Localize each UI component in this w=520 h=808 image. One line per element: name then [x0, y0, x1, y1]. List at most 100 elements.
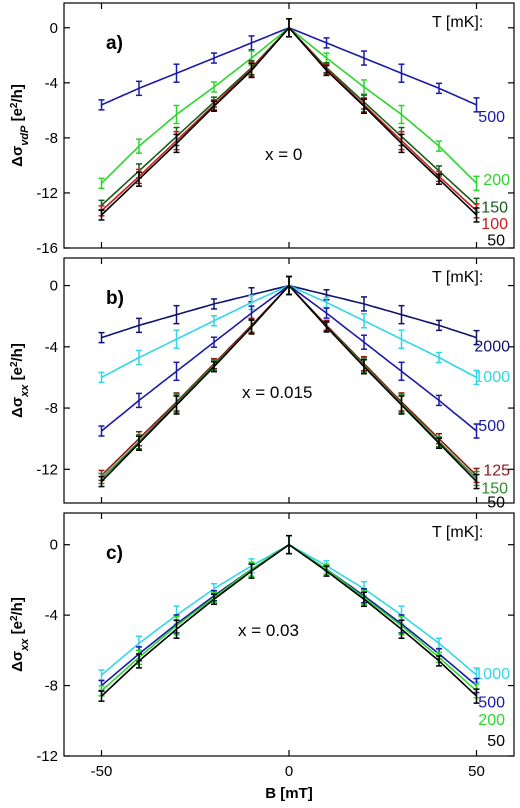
y-tick-label: 0: [50, 20, 58, 37]
data-point: [286, 275, 292, 296]
plot-frame: [63, 2, 515, 249]
data-point: [398, 104, 405, 125]
data-point: [361, 98, 367, 114]
data-point: [211, 298, 217, 310]
y-tick-label: -12: [36, 461, 58, 478]
data-point: [173, 104, 180, 125]
y-tick-label: -8: [45, 678, 58, 695]
fit-curve: [100, 543, 478, 692]
data-point: [473, 207, 480, 223]
series-50: [98, 275, 480, 490]
data-point: [436, 140, 442, 152]
y-tick-label: -4: [45, 607, 58, 624]
composition-annotation: x = 0.03: [238, 621, 299, 640]
series-label-150: 150: [481, 481, 508, 498]
data-point: [398, 619, 405, 639]
data-point: [136, 392, 142, 409]
y-tick-label: -4: [45, 339, 58, 356]
legend-title: T [mK]:: [432, 14, 483, 31]
data-point: [136, 317, 142, 334]
data-point: [436, 637, 442, 650]
data-point: [136, 138, 142, 154]
data-point: [136, 653, 142, 669]
data-point: [98, 209, 105, 221]
data-point: [323, 321, 330, 333]
data-point: [98, 425, 105, 437]
data-point: [436, 351, 442, 364]
data-point: [98, 371, 105, 384]
data-point: [136, 349, 142, 366]
data-point: [361, 296, 367, 312]
series-label-50: 50: [487, 233, 505, 250]
x-tick-label: -50: [91, 763, 113, 780]
legend-title: T [mK]:: [432, 269, 483, 286]
panel-label: c): [106, 543, 123, 564]
data-point: [323, 64, 330, 77]
data-point: [136, 435, 142, 452]
data-point: [98, 99, 105, 111]
data-point: [436, 655, 442, 667]
y-tick-label: -4: [45, 75, 58, 92]
y-tick-label: -12: [36, 748, 58, 765]
data-point: [173, 329, 180, 349]
data-point: [398, 329, 405, 349]
data-point: [211, 336, 217, 348]
data-point: [361, 79, 367, 95]
series-label-2000: 2000: [474, 338, 510, 355]
data-point: [398, 304, 405, 325]
data-point: [361, 591, 367, 608]
series-label-1000: 1000: [474, 369, 510, 386]
series-500: [98, 534, 480, 694]
data-point: [173, 133, 180, 154]
data-point: [248, 319, 255, 335]
fit-curve: [101, 284, 477, 379]
composition-annotation: x = 0.015: [242, 383, 312, 402]
data-point: [248, 62, 255, 79]
series-label-50: 50: [487, 494, 505, 511]
data-point: [211, 315, 217, 327]
data-point: [361, 358, 367, 375]
fit-curve: [100, 26, 478, 212]
data-point: [173, 63, 180, 83]
data-point: [286, 534, 292, 555]
y-tick-label: -8: [45, 400, 58, 417]
series-1000: [98, 534, 480, 683]
series-label-500: 500: [478, 418, 505, 435]
data-point: [98, 177, 105, 190]
panel-label: b): [106, 288, 124, 309]
data-point: [136, 171, 142, 187]
data-point: [323, 37, 330, 49]
data-point: [211, 52, 217, 64]
series-label-100: 100: [481, 216, 508, 233]
data-point: [211, 593, 217, 606]
data-point: [361, 313, 367, 329]
data-point: [361, 334, 367, 350]
y-tick-label: 0: [50, 278, 58, 295]
series-label-500: 500: [478, 109, 505, 126]
data-point: [323, 565, 330, 577]
fit-curve: [100, 543, 478, 687]
series-125: [98, 275, 480, 484]
data-point: [473, 423, 480, 439]
composition-annotation: x = 0: [265, 145, 302, 164]
data-point: [173, 304, 180, 325]
series-200: [98, 534, 480, 699]
data-point: [98, 475, 105, 488]
series-500: [98, 275, 480, 439]
data-point: [436, 173, 442, 185]
data-point: [398, 395, 405, 415]
data-point: [473, 473, 480, 490]
data-point: [398, 63, 405, 83]
series-50: [98, 534, 480, 704]
legend-title: T [mK]:: [432, 524, 483, 541]
series-50: [98, 18, 480, 223]
series-label-125: 125: [483, 462, 510, 479]
series-200: [98, 18, 480, 192]
series-100: [98, 18, 480, 219]
y-axis-label: ΔσvdP [e2/h]: [9, 84, 32, 167]
y-tick-label: -12: [36, 185, 58, 202]
